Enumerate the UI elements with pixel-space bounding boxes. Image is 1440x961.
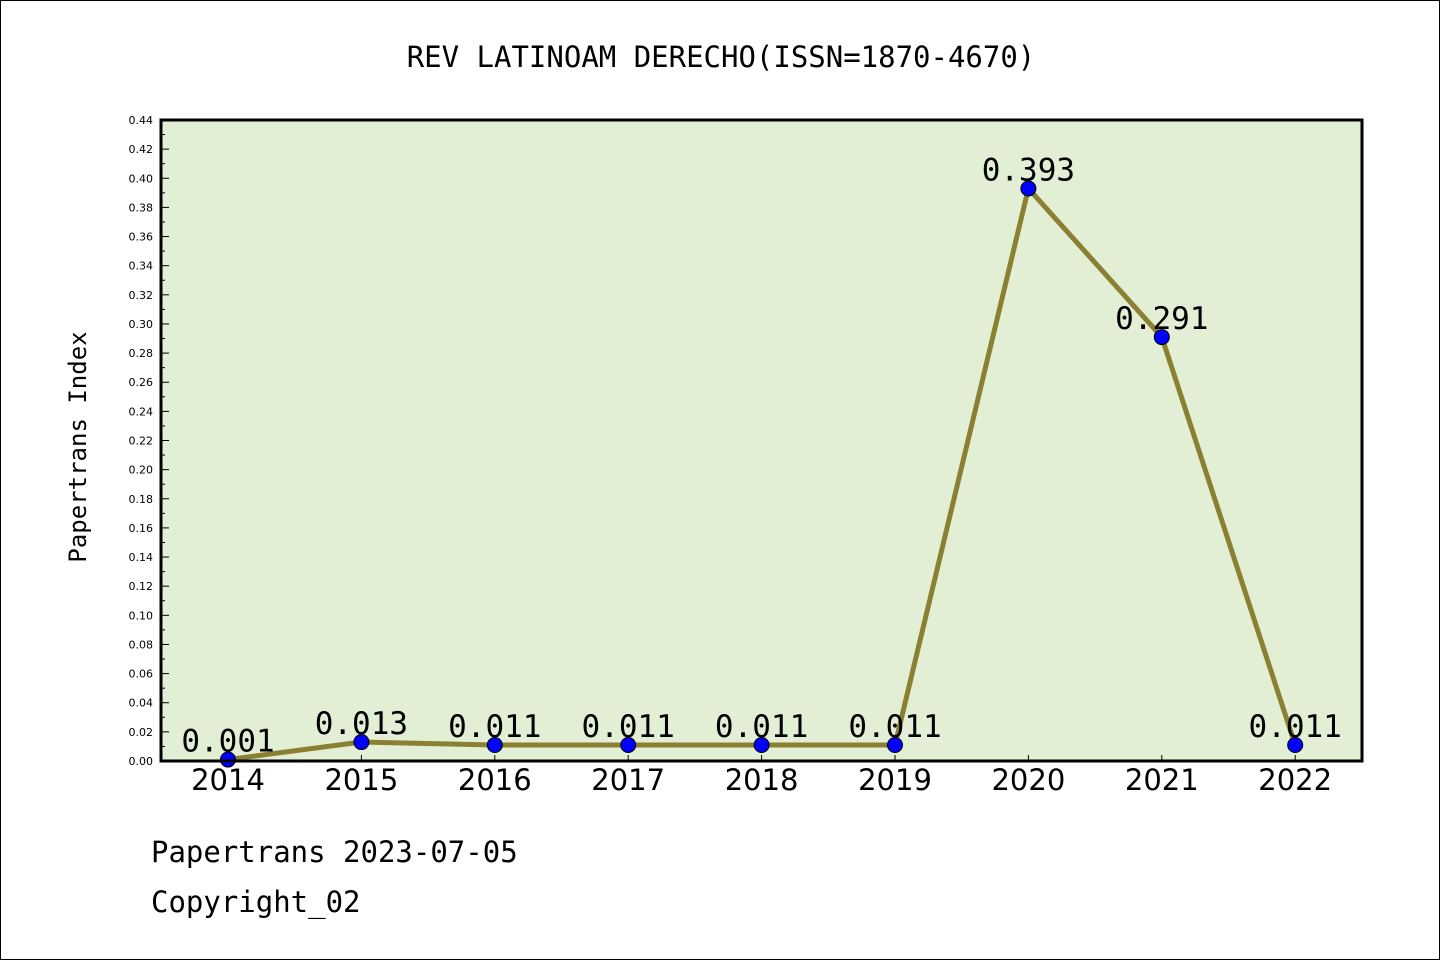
y-tick-label: 0.32 bbox=[129, 289, 154, 302]
x-tick-label: 2016 bbox=[458, 763, 532, 797]
data-label: 0.011 bbox=[448, 709, 541, 745]
y-axis: 0.00 0.02 0.04 0.06 0.08 0.10 0.12 0.14 0.16 0.18… bbox=[129, 114, 169, 768]
y-tick-label: 0.30 bbox=[129, 318, 154, 331]
y-tick-label: 0.20 bbox=[129, 464, 154, 477]
data-point bbox=[753, 736, 770, 753]
data-point bbox=[1287, 736, 1304, 753]
y-tick-label: 0.40 bbox=[129, 172, 154, 185]
y-tick-label: 0.34 bbox=[129, 260, 154, 273]
chart-title: REV LATINOAM DERECHO(ISSN=1870-4670) bbox=[407, 40, 1036, 74]
y-tick-label: 0.28 bbox=[129, 347, 154, 360]
x-tick-label: 2017 bbox=[591, 763, 665, 797]
x-tick-label: 2014 bbox=[191, 763, 265, 797]
y-tick-label: 0.44 bbox=[129, 114, 154, 127]
plot-border bbox=[159, 118, 1364, 763]
plot-area bbox=[161, 120, 1362, 761]
data-point bbox=[887, 736, 903, 753]
x-tick-label: 2022 bbox=[1258, 763, 1332, 797]
x-tick-label: 2021 bbox=[1125, 763, 1199, 797]
data-point bbox=[486, 736, 503, 753]
y-tick-label: 0.16 bbox=[129, 522, 154, 535]
y-tick-label: 0.24 bbox=[129, 405, 154, 418]
data-point bbox=[620, 736, 637, 753]
data-point bbox=[1020, 180, 1037, 197]
y-tick-label: 0.26 bbox=[129, 376, 154, 389]
data-series bbox=[220, 180, 1304, 768]
y-tick-label: 0.14 bbox=[129, 551, 154, 564]
x-tick-label: 2019 bbox=[858, 763, 932, 797]
x-tick-label: 2018 bbox=[725, 763, 799, 797]
data-point bbox=[353, 734, 370, 751]
y-tick-label: 0.06 bbox=[129, 668, 154, 681]
y-tick-label: 0.08 bbox=[129, 638, 154, 651]
data-labels: 0.001 0.013 0.011 0.011 0.011 0.011 0.393 0.291… bbox=[181, 152, 1342, 759]
y-tick-label: 0.12 bbox=[129, 580, 154, 593]
y-tick-label: 0.38 bbox=[129, 201, 154, 214]
data-label: 0.011 bbox=[582, 709, 675, 745]
data-label: 0.011 bbox=[1249, 709, 1342, 745]
y-tick-label: 0.02 bbox=[129, 726, 154, 739]
y-tick-label: 0.22 bbox=[129, 435, 154, 448]
y-tick-label: 0.36 bbox=[129, 231, 154, 244]
data-label: 0.001 bbox=[181, 724, 274, 760]
y-tick-label: 0.10 bbox=[129, 609, 154, 622]
y-tick-label: 0.18 bbox=[129, 493, 154, 506]
data-label: 0.013 bbox=[315, 706, 408, 742]
y-axis-label: Papertrans Index bbox=[64, 331, 92, 562]
y-tick-label: 0.42 bbox=[129, 143, 154, 156]
footer-copyright: Copyright_02 bbox=[151, 885, 361, 919]
x-tick-label: 2020 bbox=[991, 763, 1065, 797]
data-label: 0.011 bbox=[848, 709, 941, 745]
data-point bbox=[1153, 329, 1170, 346]
x-axis: 2014 2015 2016 2017 2018 2019 2020 2021 2022 bbox=[191, 755, 1332, 797]
y-tick-label: 0.00 bbox=[129, 755, 154, 768]
footer-date: Papertrans 2023-07-05 bbox=[151, 835, 518, 869]
data-label: 0.393 bbox=[982, 152, 1075, 188]
data-label: 0.011 bbox=[715, 709, 808, 745]
y-tick-label: 0.04 bbox=[129, 697, 154, 710]
data-label: 0.291 bbox=[1115, 301, 1208, 337]
x-tick-label: 2015 bbox=[324, 763, 398, 797]
